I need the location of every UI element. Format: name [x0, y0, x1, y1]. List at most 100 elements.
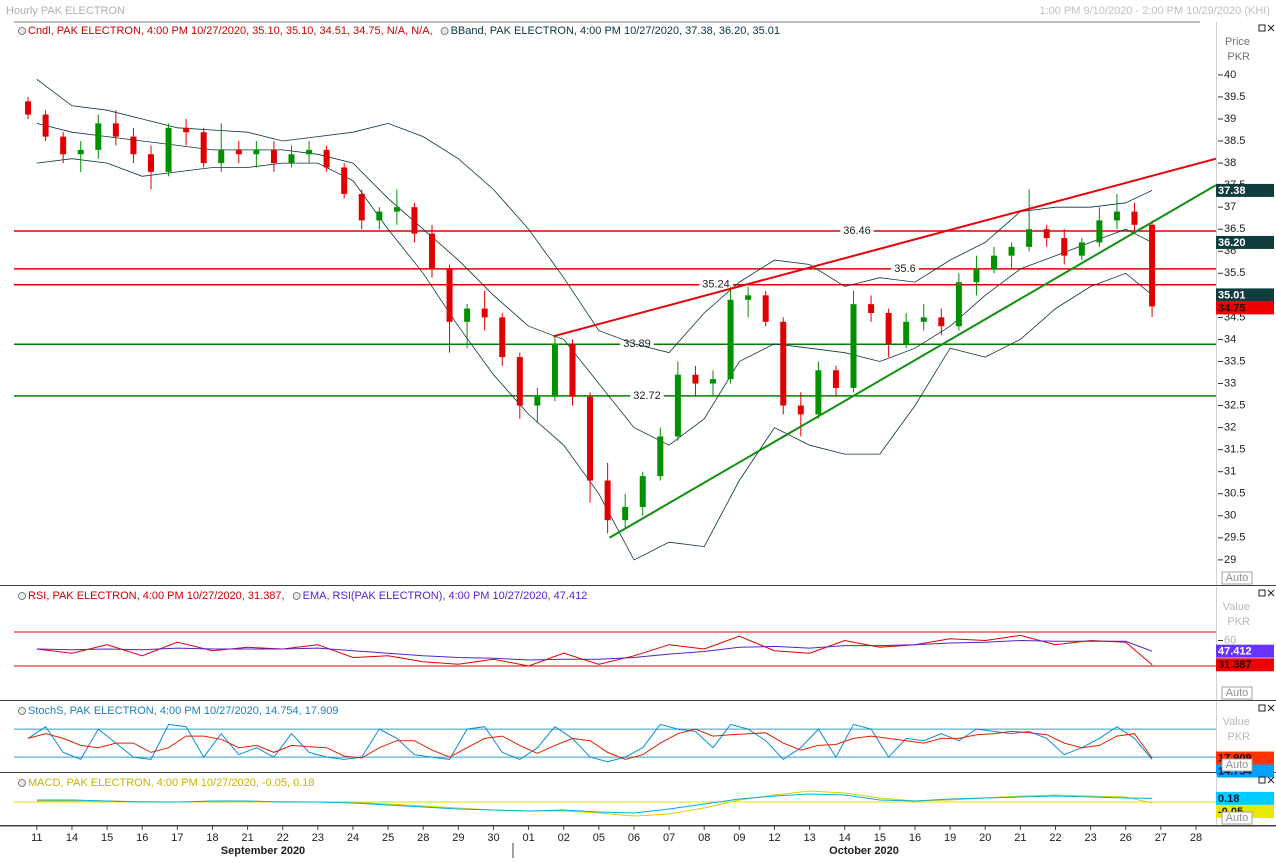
auto-button-label[interactable]: Auto [1226, 812, 1249, 824]
candle-body [938, 317, 945, 327]
candle-body [428, 233, 435, 269]
candle-body [77, 149, 84, 155]
candle-body [1043, 229, 1050, 239]
candle-body [499, 317, 506, 358]
panel-close[interactable] [1267, 776, 1275, 784]
x-tick-label: 28 [1190, 832, 1202, 844]
candle-body [868, 304, 875, 313]
candle-body [446, 268, 453, 322]
panel-close[interactable] [1267, 24, 1275, 32]
y-tick-label: 39 [1224, 113, 1236, 125]
panel-maximize[interactable] [1258, 704, 1266, 712]
value-tag [1216, 183, 1274, 197]
y-tick-label: 31.5 [1224, 444, 1245, 456]
candle-body [1096, 220, 1103, 243]
value-tag-label: 35.01 [1218, 289, 1246, 301]
candle-body [692, 374, 699, 384]
x-tick-label: 12 [768, 832, 780, 844]
x-tick-label: 18 [206, 832, 218, 844]
y-tick-label: 40 [1224, 69, 1236, 81]
value-tag [1216, 288, 1274, 302]
panel-close[interactable] [1267, 704, 1275, 712]
candle-body [657, 436, 664, 477]
x-tick-label: 15 [874, 832, 886, 844]
value-tag-label: 31.387 [1218, 659, 1252, 671]
candle-body [762, 295, 769, 322]
x-tick-label: 13 [803, 832, 815, 844]
axis-label: Value [1223, 601, 1250, 613]
axis-label: Value [1223, 716, 1250, 728]
month-label: September 2020 [221, 845, 305, 857]
candle-body [1113, 211, 1120, 221]
panel-plot [14, 790, 1216, 817]
auto-button-label[interactable]: Auto [1226, 572, 1249, 584]
y-tick-label: 37 [1224, 201, 1236, 213]
panel-close[interactable] [1267, 589, 1275, 597]
x-tick-label: 06 [628, 832, 640, 844]
candle-body [955, 282, 962, 327]
candle-body [393, 207, 400, 212]
x-tick-label: 07 [663, 832, 675, 844]
candle-body [270, 149, 277, 164]
panel-maximize[interactable] [1258, 776, 1266, 784]
candle-body [200, 132, 207, 164]
auto-button[interactable] [1221, 571, 1253, 585]
value-tag-label: 0.18 [1218, 793, 1239, 805]
value-tag-label: 34.75 [1218, 302, 1246, 314]
candle-body [183, 127, 190, 133]
x-tick-label: 30 [487, 832, 499, 844]
panel-maximize[interactable] [1258, 589, 1266, 597]
legend-icon [292, 592, 301, 600]
candle-body [551, 343, 558, 397]
candle-body [903, 321, 910, 344]
x-tick-label: 17 [171, 832, 183, 844]
x-tick-label: 22 [1049, 832, 1061, 844]
candle-body [1149, 224, 1156, 307]
candle-body [112, 123, 119, 137]
auto-button-label[interactable]: Auto [1226, 687, 1249, 699]
x-tick-label: 24 [347, 832, 359, 844]
trendline [608, 184, 1216, 539]
auto-button[interactable] [1221, 686, 1253, 700]
candle-body [464, 308, 471, 322]
axis-label: Price [1225, 36, 1250, 48]
candle-body [885, 312, 892, 344]
x-tick-label: 02 [558, 832, 570, 844]
candle-body [674, 374, 681, 437]
y-tick-label: 32.5 [1224, 399, 1245, 411]
auto-button[interactable] [1221, 811, 1253, 825]
x-tick-label: 16 [136, 832, 148, 844]
level-label: 36.46 [843, 225, 871, 237]
panel-maximize[interactable] [1258, 24, 1266, 32]
level-label: 35.6 [894, 263, 915, 275]
y-tick-label: 36.5 [1224, 223, 1245, 235]
y-tick-label: 38 [1224, 157, 1236, 169]
legend-icon [18, 779, 26, 787]
date-range: 1:00 PM 9/10/2020 - 2:00 PM 10/29/2020 (… [1039, 5, 1270, 17]
x-tick-label: 28 [417, 832, 429, 844]
legend-text: Cndl, PAK ELECTRON, 4:00 PM 10/27/2020, … [28, 25, 433, 37]
auto-button[interactable] [1221, 758, 1253, 772]
candle-body [253, 149, 260, 155]
x-tick-label: 19 [944, 832, 956, 844]
candle-body [130, 136, 137, 155]
auto-button-label[interactable]: Auto [1226, 759, 1249, 771]
indicator-line [36, 634, 1153, 667]
y-tick-label: 32 [1224, 422, 1236, 434]
candle-body [1026, 229, 1033, 247]
legend-icon [18, 592, 26, 600]
level-label-bg [840, 224, 874, 237]
y-tick-label: 38.5 [1224, 135, 1245, 147]
legend-text: BBand, PAK ELECTRON, 4:00 PM 10/27/2020,… [451, 25, 780, 37]
candle-body [235, 149, 242, 155]
x-tick-label: 29 [452, 832, 464, 844]
level-label-bg [891, 262, 919, 275]
candle-body [745, 295, 752, 300]
level-label-bg [699, 278, 733, 291]
candle-body [727, 299, 734, 380]
candle-body [1008, 246, 1015, 256]
x-tick-label: 14 [839, 832, 851, 844]
axis-label: PKR [1227, 731, 1250, 743]
